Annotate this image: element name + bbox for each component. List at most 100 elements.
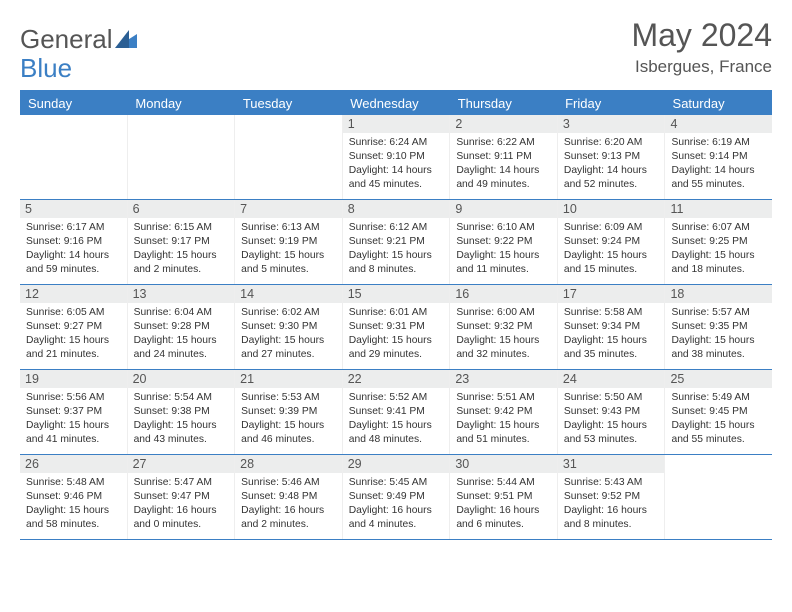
day-details: Sunrise: 6:24 AMSunset: 9:10 PMDaylight:… xyxy=(349,136,444,192)
page-title: May 2024 xyxy=(631,18,772,53)
day-number: 20 xyxy=(128,370,235,388)
day-of-week-header: SundayMondayTuesdayWednesdayThursdayFrid… xyxy=(20,92,772,115)
day-details: Sunrise: 5:56 AMSunset: 9:37 PMDaylight:… xyxy=(26,391,121,447)
day-cell: 27 Sunrise: 5:47 AMSunset: 9:47 PMDayligh… xyxy=(128,455,236,539)
day-number: 18 xyxy=(665,285,772,303)
day-cell: 5 Sunrise: 6:17 AMSunset: 9:16 PMDaylight… xyxy=(20,200,128,284)
day-cell: 2 Sunrise: 6:22 AMSunset: 9:11 PMDaylight… xyxy=(450,115,558,199)
day-details: Sunrise: 6:07 AMSunset: 9:25 PMDaylight:… xyxy=(671,221,766,277)
day-cell: 31Sunrise: 5:43 AMSunset: 9:52 PMDayligh… xyxy=(558,455,666,539)
day-cell: 10 Sunrise: 6:09 AMSunset: 9:24 PMDayligh… xyxy=(558,200,666,284)
week-row: 1 Sunrise: 6:24 AMSunset: 9:10 PMDaylight… xyxy=(20,115,772,200)
day-cell: 29 Sunrise: 5:45 AMSunset: 9:49 PMDayligh… xyxy=(343,455,451,539)
day-details: Sunrise: 6:09 AMSunset: 9:24 PMDaylight:… xyxy=(564,221,659,277)
day-details: Sunrise: 6:22 AMSunset: 9:11 PMDaylight:… xyxy=(456,136,551,192)
day-number: 28 xyxy=(235,455,342,473)
day-cell: 9 Sunrise: 6:10 AMSunset: 9:22 PMDaylight… xyxy=(450,200,558,284)
day-details: Sunrise: 5:50 AMSunset: 9:43 PMDaylight:… xyxy=(564,391,659,447)
day-number: 29 xyxy=(343,455,450,473)
day-number: 9 xyxy=(450,200,557,218)
logo-text-1: General xyxy=(20,24,113,55)
day-details: Sunrise: 5:58 AMSunset: 9:34 PMDaylight:… xyxy=(564,306,659,362)
dow-thursday: Thursday xyxy=(450,92,557,115)
day-number: 14 xyxy=(235,285,342,303)
day-details: Sunrise: 5:52 AMSunset: 9:41 PMDaylight:… xyxy=(349,391,444,447)
day-number: 1 xyxy=(343,115,450,133)
day-number: 8 xyxy=(343,200,450,218)
day-number: 2 xyxy=(450,115,557,133)
day-number: 11 xyxy=(665,200,772,218)
day-number: 3 xyxy=(558,115,665,133)
day-cell-empty xyxy=(665,455,772,539)
day-number: 4 xyxy=(665,115,772,133)
day-details: Sunrise: 6:12 AMSunset: 9:21 PMDaylight:… xyxy=(349,221,444,277)
day-cell: 18 Sunrise: 5:57 AMSunset: 9:35 PMDayligh… xyxy=(665,285,772,369)
day-number: 30 xyxy=(450,455,557,473)
day-number: 6 xyxy=(128,200,235,218)
calendar-page: General May 2024 Isbergues, France Blue … xyxy=(0,0,792,550)
day-details: Sunrise: 5:46 AMSunset: 9:48 PMDaylight:… xyxy=(241,476,336,532)
day-cell: 22 Sunrise: 5:52 AMSunset: 9:41 PMDayligh… xyxy=(343,370,451,454)
day-details: Sunrise: 6:02 AMSunset: 9:30 PMDaylight:… xyxy=(241,306,336,362)
day-details: Sunrise: 5:49 AMSunset: 9:45 PMDaylight:… xyxy=(671,391,766,447)
day-cell-empty xyxy=(128,115,236,199)
day-cell: 19Sunrise: 5:56 AMSunset: 9:37 PMDayligh… xyxy=(20,370,128,454)
day-cell: 28 Sunrise: 5:46 AMSunset: 9:48 PMDayligh… xyxy=(235,455,343,539)
day-number: 5 xyxy=(20,200,127,218)
day-details: Sunrise: 6:10 AMSunset: 9:22 PMDaylight:… xyxy=(456,221,551,277)
day-number: 22 xyxy=(343,370,450,388)
day-number: 25 xyxy=(665,370,772,388)
day-cell: 20 Sunrise: 5:54 AMSunset: 9:38 PMDayligh… xyxy=(128,370,236,454)
day-cell: 13Sunrise: 6:04 AMSunset: 9:28 PMDayligh… xyxy=(128,285,236,369)
day-details: Sunrise: 6:05 AMSunset: 9:27 PMDaylight:… xyxy=(26,306,121,362)
week-row: 5 Sunrise: 6:17 AMSunset: 9:16 PMDaylight… xyxy=(20,200,772,285)
day-cell: 7Sunrise: 6:13 AMSunset: 9:19 PMDaylight… xyxy=(235,200,343,284)
day-cell: 25 Sunrise: 5:49 AMSunset: 9:45 PMDayligh… xyxy=(665,370,772,454)
day-number: 23 xyxy=(450,370,557,388)
day-number: 10 xyxy=(558,200,665,218)
day-cell: 1 Sunrise: 6:24 AMSunset: 9:10 PMDaylight… xyxy=(343,115,451,199)
day-details: Sunrise: 5:48 AMSunset: 9:46 PMDaylight:… xyxy=(26,476,121,532)
day-cell: 30Sunrise: 5:44 AMSunset: 9:51 PMDayligh… xyxy=(450,455,558,539)
day-details: Sunrise: 5:53 AMSunset: 9:39 PMDaylight:… xyxy=(241,391,336,447)
week-row: 19Sunrise: 5:56 AMSunset: 9:37 PMDayligh… xyxy=(20,370,772,455)
day-details: Sunrise: 6:13 AMSunset: 9:19 PMDaylight:… xyxy=(241,221,336,277)
dow-monday: Monday xyxy=(127,92,234,115)
day-cell: 15Sunrise: 6:01 AMSunset: 9:31 PMDayligh… xyxy=(343,285,451,369)
calendar: SundayMondayTuesdayWednesdayThursdayFrid… xyxy=(20,90,772,540)
day-details: Sunrise: 5:54 AMSunset: 9:38 PMDaylight:… xyxy=(134,391,229,447)
dow-saturday: Saturday xyxy=(665,92,772,115)
day-details: Sunrise: 6:17 AMSunset: 9:16 PMDaylight:… xyxy=(26,221,121,277)
day-number: 26 xyxy=(20,455,127,473)
logo: General xyxy=(20,18,137,55)
day-cell: 26 Sunrise: 5:48 AMSunset: 9:46 PMDayligh… xyxy=(20,455,128,539)
day-number: 16 xyxy=(450,285,557,303)
day-cell: 3Sunrise: 6:20 AMSunset: 9:13 PMDaylight… xyxy=(558,115,666,199)
day-cell-empty xyxy=(235,115,343,199)
day-details: Sunrise: 5:43 AMSunset: 9:52 PMDaylight:… xyxy=(564,476,659,532)
day-cell: 6Sunrise: 6:15 AMSunset: 9:17 PMDaylight… xyxy=(128,200,236,284)
dow-tuesday: Tuesday xyxy=(235,92,342,115)
day-number: 12 xyxy=(20,285,127,303)
day-cell: 17Sunrise: 5:58 AMSunset: 9:34 PMDayligh… xyxy=(558,285,666,369)
day-number: 24 xyxy=(558,370,665,388)
day-cell: 4Sunrise: 6:19 AMSunset: 9:14 PMDaylight… xyxy=(665,115,772,199)
dow-wednesday: Wednesday xyxy=(342,92,449,115)
day-details: Sunrise: 6:04 AMSunset: 9:28 PMDaylight:… xyxy=(134,306,229,362)
dow-friday: Friday xyxy=(557,92,664,115)
dow-sunday: Sunday xyxy=(20,92,127,115)
day-details: Sunrise: 5:57 AMSunset: 9:35 PMDaylight:… xyxy=(671,306,766,362)
week-row: 12 Sunrise: 6:05 AMSunset: 9:27 PMDayligh… xyxy=(20,285,772,370)
day-cell: 8 Sunrise: 6:12 AMSunset: 9:21 PMDaylight… xyxy=(343,200,451,284)
day-cell: 16Sunrise: 6:00 AMSunset: 9:32 PMDayligh… xyxy=(450,285,558,369)
day-number: 27 xyxy=(128,455,235,473)
day-details: Sunrise: 5:47 AMSunset: 9:47 PMDaylight:… xyxy=(134,476,229,532)
day-number: 21 xyxy=(235,370,342,388)
logo-text-2: Blue xyxy=(20,53,772,84)
day-cell: 21 Sunrise: 5:53 AMSunset: 9:39 PMDayligh… xyxy=(235,370,343,454)
day-details: Sunrise: 5:51 AMSunset: 9:42 PMDaylight:… xyxy=(456,391,551,447)
day-details: Sunrise: 5:45 AMSunset: 9:49 PMDaylight:… xyxy=(349,476,444,532)
day-cell: 24 Sunrise: 5:50 AMSunset: 9:43 PMDayligh… xyxy=(558,370,666,454)
day-cell: 12 Sunrise: 6:05 AMSunset: 9:27 PMDayligh… xyxy=(20,285,128,369)
logo-icon xyxy=(115,24,137,55)
